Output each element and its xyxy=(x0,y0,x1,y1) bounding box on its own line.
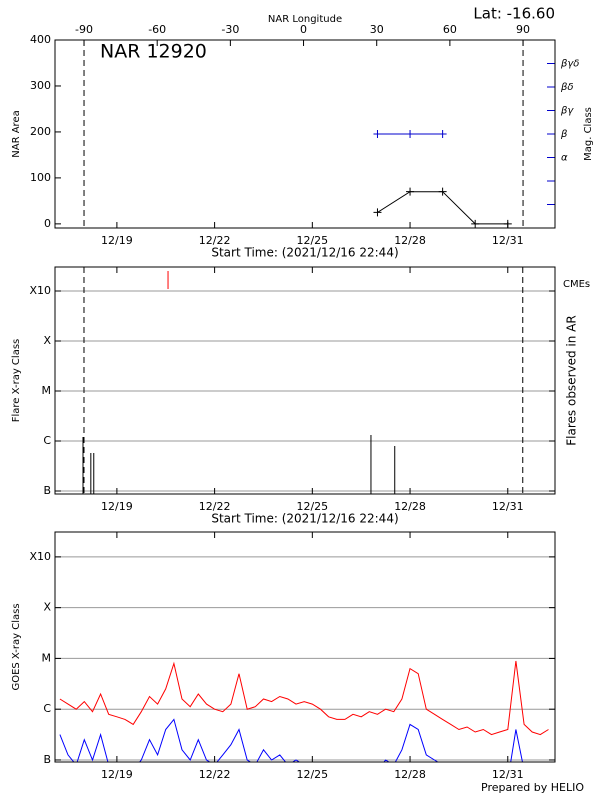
x2-tick-label: 0 xyxy=(300,23,307,36)
y-tick-label: B xyxy=(43,484,51,497)
annotation: Lat: -16.60 xyxy=(473,5,555,23)
y-tick-label: 300 xyxy=(30,79,51,92)
x-tick-label: 12/25 xyxy=(296,234,328,247)
y2-tick-label: β xyxy=(560,129,568,140)
x-tick-label: 12/22 xyxy=(199,768,231,781)
chart-title: NAR 12920 xyxy=(100,41,207,63)
cme-label: CMEs xyxy=(563,279,590,290)
point xyxy=(406,130,415,138)
plot-area xyxy=(55,290,555,494)
frame xyxy=(54,39,556,229)
y-tick-label: 400 xyxy=(30,33,51,46)
y-tick-label: 100 xyxy=(30,171,51,184)
y2-tick-label: α xyxy=(561,153,568,164)
series-line xyxy=(59,660,549,736)
x2-tick-label: -90 xyxy=(75,23,93,36)
y-tick-label: X xyxy=(43,334,51,347)
x2-tick-label: 90 xyxy=(516,23,530,36)
y-tick-label: X10 xyxy=(29,550,51,563)
x2-tick-label: 60 xyxy=(443,23,457,36)
y2-tick-label: βγ xyxy=(560,106,574,117)
y2-tick-label: βδ xyxy=(560,82,574,93)
y-tick-label: X10 xyxy=(29,284,51,297)
plot-area xyxy=(55,556,555,762)
x-tick-label: 12/19 xyxy=(101,234,133,247)
x-axis-label: Start Time: (2021/12/16 22:44) xyxy=(211,512,398,526)
x-tick-label: 12/25 xyxy=(296,500,328,513)
plot-area xyxy=(377,133,508,225)
x-tick-label: 12/28 xyxy=(394,500,426,513)
y-tick-label: B xyxy=(43,753,51,766)
frame xyxy=(54,266,556,495)
x-tick-label: 12/28 xyxy=(394,234,426,247)
point xyxy=(471,219,480,228)
y-axis-label: Flare X-ray Class xyxy=(11,339,22,423)
x-tick-label: 12/25 xyxy=(296,768,328,781)
y2-axis-label: Mag. Class xyxy=(583,107,594,161)
x-tick-label: 12/31 xyxy=(492,768,524,781)
y-tick-label: 0 xyxy=(44,217,51,230)
series-line xyxy=(59,718,523,762)
x-tick-label: 12/19 xyxy=(101,500,133,513)
point xyxy=(373,130,382,138)
x2-tick-label: 30 xyxy=(370,23,384,36)
x-tick-label: 12/28 xyxy=(394,768,426,781)
y-tick-label: X xyxy=(43,601,51,614)
x-axis-label: Start Time: (2021/12/16 22:44) xyxy=(211,246,398,260)
point xyxy=(406,187,415,196)
y-tick-label: M xyxy=(42,384,52,397)
y2-axis-label: Flares observed in AR xyxy=(565,315,579,445)
x-tick-label: 12/19 xyxy=(101,768,133,781)
x2-axis-label: NAR Longitude xyxy=(268,14,342,25)
point xyxy=(438,130,447,138)
x-tick-label: 12/31 xyxy=(492,500,524,513)
y-tick-label: C xyxy=(43,702,51,715)
y2-tick-label: βγδ xyxy=(560,59,579,70)
series-line xyxy=(377,191,508,225)
y-axis-label: GOES X-ray Class xyxy=(11,603,22,690)
frame xyxy=(54,531,556,763)
point xyxy=(438,187,447,196)
point xyxy=(373,208,382,217)
x2-tick-label: -30 xyxy=(221,23,239,36)
x-tick-label: 12/22 xyxy=(199,500,231,513)
y-tick-label: M xyxy=(42,651,52,664)
point xyxy=(503,219,512,228)
footer-note: Prepared by HELIO xyxy=(481,781,584,794)
y-axis-label: NAR Area xyxy=(11,110,22,157)
x-tick-label: 12/22 xyxy=(199,234,231,247)
x2-tick-label: -60 xyxy=(148,23,166,36)
x-tick-label: 12/31 xyxy=(492,234,524,247)
y-tick-label: C xyxy=(43,434,51,447)
y-tick-label: 200 xyxy=(30,125,51,138)
